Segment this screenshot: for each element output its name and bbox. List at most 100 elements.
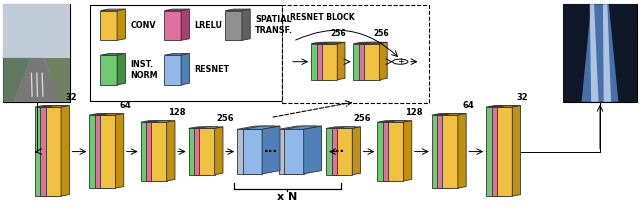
Polygon shape [353,42,376,44]
Polygon shape [452,114,461,188]
Text: 256: 256 [331,29,346,38]
Polygon shape [199,128,214,175]
Polygon shape [225,11,242,40]
Polygon shape [100,115,115,188]
Polygon shape [161,121,170,181]
Polygon shape [214,127,223,175]
Polygon shape [156,121,164,181]
Polygon shape [40,107,56,196]
Polygon shape [164,55,181,85]
Polygon shape [204,127,212,175]
Polygon shape [304,126,322,174]
Polygon shape [45,106,69,107]
Text: x N: x N [277,192,298,202]
Text: RESNET: RESNET [195,66,230,74]
Polygon shape [242,9,250,40]
Polygon shape [388,122,403,181]
Polygon shape [225,9,250,11]
Polygon shape [353,44,369,80]
Polygon shape [322,42,345,44]
Polygon shape [380,42,387,80]
Polygon shape [486,107,502,196]
Polygon shape [199,127,223,128]
Text: ···: ··· [263,145,278,158]
Polygon shape [398,121,406,181]
Polygon shape [56,106,64,196]
Polygon shape [42,73,44,97]
Text: 64: 64 [462,101,474,110]
Polygon shape [447,114,456,188]
Polygon shape [442,115,458,188]
Polygon shape [347,127,355,175]
Polygon shape [151,121,175,122]
Polygon shape [369,42,376,80]
FancyBboxPatch shape [282,5,429,103]
Polygon shape [146,122,161,181]
Polygon shape [458,114,466,188]
Polygon shape [388,121,412,122]
Polygon shape [492,106,515,107]
Polygon shape [502,106,510,196]
Text: 128: 128 [168,108,186,117]
Text: SPATIAL
TRANSF.: SPATIAL TRANSF. [255,15,293,35]
Polygon shape [337,127,360,128]
Text: 128: 128 [405,108,422,117]
Text: 32: 32 [516,93,528,102]
Polygon shape [332,127,355,128]
Polygon shape [563,4,637,102]
Polygon shape [95,114,118,115]
Polygon shape [285,126,322,129]
Text: LRELU: LRELU [195,21,223,30]
Text: RESNET BLOCK: RESNET BLOCK [290,13,355,22]
Polygon shape [100,114,124,115]
Polygon shape [262,126,280,174]
Polygon shape [105,114,113,188]
Polygon shape [582,4,618,102]
Polygon shape [181,54,189,85]
Polygon shape [194,127,218,128]
Polygon shape [141,121,164,122]
Polygon shape [90,115,105,188]
Polygon shape [95,115,110,188]
Polygon shape [298,126,316,174]
Polygon shape [378,122,393,181]
Polygon shape [512,106,520,196]
Polygon shape [243,129,262,174]
Polygon shape [90,114,113,115]
Polygon shape [383,122,398,181]
Polygon shape [497,106,520,107]
Text: 256: 256 [373,29,388,38]
Polygon shape [189,127,212,128]
Text: 256: 256 [216,114,234,123]
Polygon shape [337,128,352,175]
Polygon shape [285,129,304,174]
Polygon shape [209,127,218,175]
Polygon shape [279,126,316,129]
Polygon shape [589,4,598,102]
Polygon shape [31,73,33,97]
Polygon shape [40,106,64,107]
Polygon shape [256,126,275,174]
Polygon shape [100,55,117,85]
Polygon shape [194,128,209,175]
Polygon shape [437,115,452,188]
Polygon shape [432,114,456,115]
Polygon shape [51,106,59,196]
Text: 256: 256 [354,114,371,123]
Polygon shape [100,9,125,11]
Polygon shape [117,9,125,40]
Polygon shape [507,106,515,196]
Polygon shape [374,42,382,80]
Polygon shape [164,9,189,11]
Polygon shape [603,4,611,102]
Polygon shape [337,42,345,80]
Text: 32: 32 [65,93,77,102]
Polygon shape [359,42,382,44]
Polygon shape [237,126,275,129]
Polygon shape [100,11,117,40]
Polygon shape [151,122,166,181]
Polygon shape [352,127,360,175]
Polygon shape [45,107,61,196]
Polygon shape [317,44,332,80]
Polygon shape [237,129,256,174]
